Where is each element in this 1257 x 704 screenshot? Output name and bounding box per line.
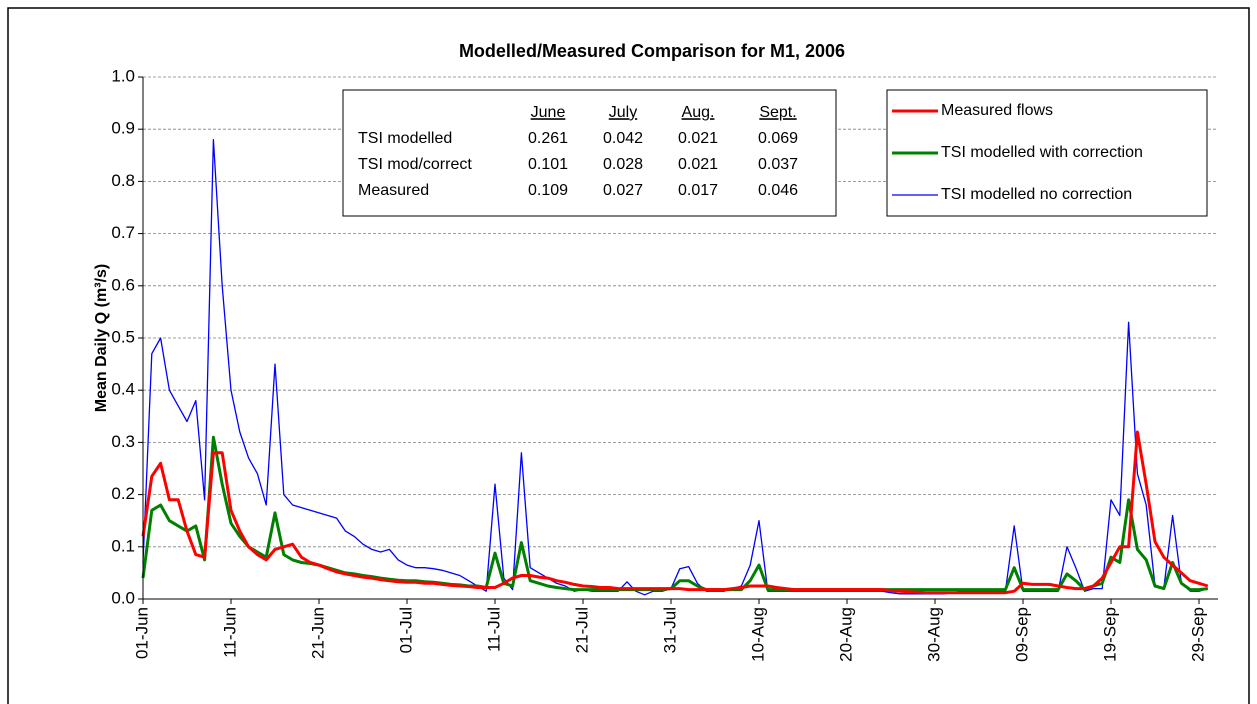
table-cell: 0.261 (528, 130, 568, 147)
x-tick-label: 19-Sep (1100, 607, 1119, 662)
table-cell: 0.028 (603, 156, 643, 173)
table-cell: 0.021 (678, 156, 718, 173)
y-tick-label: 0.6 (111, 275, 135, 294)
legend-label: Measured flows (941, 102, 1053, 119)
y-tick-label: 0.1 (111, 536, 135, 555)
table-cell: 0.101 (528, 156, 568, 173)
x-tick-label: 01-Jun (132, 607, 151, 659)
x-tick-label: 01-Jul (396, 607, 415, 653)
y-tick-label: 0.2 (111, 484, 135, 503)
summary-table-box (342, 89, 837, 217)
x-tick-label: 11-Jun (220, 607, 239, 658)
y-tick-label: 0.8 (111, 171, 135, 190)
y-tick-label: 0.3 (111, 432, 135, 451)
legend-label: TSI modelled with correction (941, 144, 1143, 161)
table-cell: 0.042 (603, 130, 643, 147)
table-cell: 0.109 (528, 182, 568, 199)
y-axis-label: Mean Daily Q (m³/s) (93, 264, 110, 412)
x-tick-label: 09-Sep (1012, 607, 1031, 662)
x-tick-label: 20-Aug (836, 607, 855, 662)
legend-box (886, 89, 1208, 217)
table-column-header: July (609, 104, 637, 121)
x-tick-label: 30-Aug (924, 607, 943, 662)
x-tick-label: 11-Jul (484, 607, 503, 652)
y-tick-label: 0.4 (111, 380, 135, 399)
y-tick-label: 1.0 (111, 66, 135, 85)
table-column-header: Aug. (682, 104, 715, 121)
legend-label: TSI modelled no correction (941, 186, 1132, 203)
table-cell: 0.017 (678, 182, 718, 199)
chart-title: Modelled/Measured Comparison for M1, 200… (459, 41, 845, 61)
table-cell: 0.037 (758, 156, 798, 173)
table-row-label: TSI modelled (358, 130, 452, 147)
table-column-header: June (531, 104, 566, 121)
table-cell: 0.069 (758, 130, 798, 147)
y-tick-label: 0.0 (111, 588, 135, 607)
y-tick-label: 0.7 (111, 223, 135, 242)
x-tick-label: 21-Jun (308, 607, 327, 659)
table-cell: 0.021 (678, 130, 718, 147)
x-tick-label: 21-Jul (572, 607, 591, 653)
series-line (142, 138, 1208, 596)
table-column-header: Sept. (759, 104, 796, 121)
x-tick-label: 10-Aug (748, 607, 767, 662)
y-tick-label: 0.9 (111, 119, 135, 138)
x-tick-label: 31-Jul (660, 607, 679, 653)
y-tick-label: 0.5 (111, 327, 135, 346)
table-row-label: TSI mod/correct (358, 156, 472, 173)
x-tick-label: 29-Sep (1188, 607, 1207, 662)
table-cell: 0.046 (758, 182, 798, 199)
series-line (141, 430, 1209, 595)
table-cell: 0.027 (603, 182, 643, 199)
table-row-label: Measured (358, 182, 429, 199)
